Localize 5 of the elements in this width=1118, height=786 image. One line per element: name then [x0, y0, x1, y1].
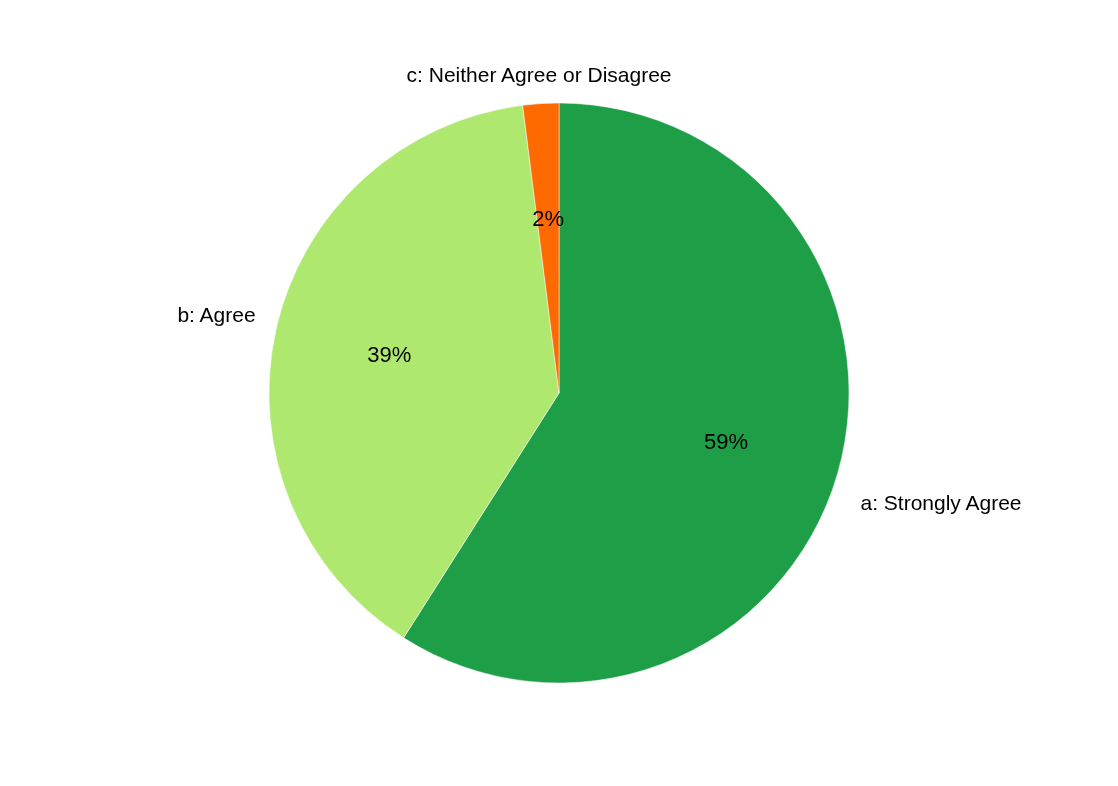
slice-label: b: Agree [177, 303, 256, 327]
slice-label: a: Strongly Agree [860, 490, 1022, 514]
data-label: 59% [704, 428, 749, 454]
slice-label: c: Neither Agree or Disagree [406, 62, 672, 86]
data-label: 39% [367, 342, 412, 368]
